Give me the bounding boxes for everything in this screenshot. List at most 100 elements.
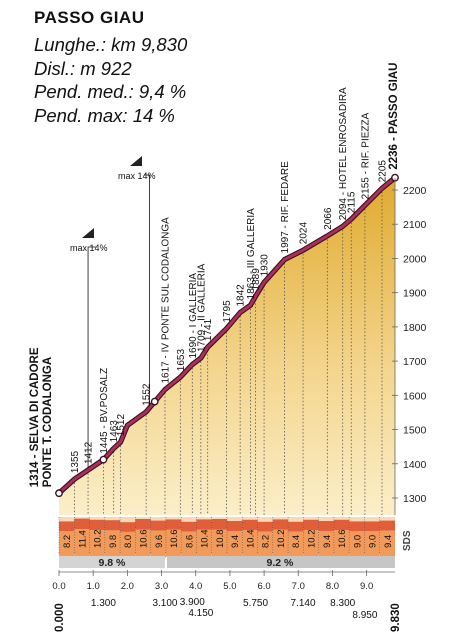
- y-tick-label: 1500: [403, 425, 427, 437]
- gradient-bar-top: [364, 521, 380, 532]
- gradient-bar-top: [150, 520, 166, 531]
- segment-gradient-label: 9.8: [108, 535, 119, 548]
- segment-gradient-label: 10.2: [307, 530, 318, 549]
- elevation-label: 1355: [70, 450, 81, 473]
- gradient-bar-top: [303, 519, 319, 531]
- gradient-bar-top: [135, 519, 151, 530]
- gradient-bar: [257, 531, 273, 559]
- segment-gradient-label: 9.0: [352, 535, 363, 548]
- start-label: 1314 - SELVA DI CADORE: [29, 347, 41, 487]
- segment-gradient-label: 9.4: [383, 535, 394, 548]
- waypoint-marker: [150, 397, 159, 406]
- average-gradient-label: 9.2 %: [267, 557, 295, 569]
- gradient-bar: [104, 530, 121, 558]
- elevation-label: 2024: [299, 222, 310, 245]
- segment-gradient-label: 11.4: [77, 530, 88, 548]
- gradient-bar-top: [349, 521, 365, 532]
- gradient-bar: [349, 531, 365, 559]
- climb-stats: Lunghe.: km 9,830 Disl.: m 922 Pend. med…: [34, 33, 187, 127]
- max-gradient-icon: [82, 228, 94, 238]
- gradient-bar-top: [165, 519, 182, 530]
- segment-gradient-label: 8.4: [291, 535, 302, 548]
- stat-elevation-gain: Disl.: m 922: [34, 57, 132, 79]
- x-tick-label: 2.0: [121, 581, 134, 592]
- elevation-label: 1412: [84, 441, 95, 464]
- segment-gradient-label: 9.4: [322, 535, 333, 548]
- stat-length: Lunghe.: km 9,830: [34, 34, 188, 55]
- x-tick-label: 8.0: [326, 581, 339, 592]
- y-tick-label: 1600: [403, 390, 427, 402]
- segment-gradient-label: 10.6: [169, 530, 180, 549]
- gradient-bar-top: [379, 520, 395, 531]
- average-band-2: [166, 556, 395, 568]
- gradient-bar: [379, 530, 395, 558]
- segment-gradient-label: 9.0: [368, 535, 379, 548]
- gradient-bar: [165, 529, 182, 557]
- x-tick-label: 5.0: [223, 581, 236, 592]
- distance-label: 4.150: [188, 608, 213, 619]
- sds-label: SDS: [402, 530, 413, 551]
- segment-gradient-label: 9.6: [154, 535, 165, 548]
- gradient-bar-top: [288, 521, 304, 532]
- distance-label: 3.100: [152, 598, 177, 609]
- gradient-bar: [74, 529, 90, 557]
- gradient-bar: [364, 531, 380, 559]
- distance-label: 8.300: [330, 598, 355, 609]
- max-gradient-icon: [130, 156, 142, 166]
- x-tick-label: 0.0: [52, 581, 65, 592]
- gradient-bar-top: [257, 521, 273, 532]
- gradient-bar-top: [104, 520, 121, 531]
- header: PASSO GIAU Lunghe.: km 9,830 Disl.: m 92…: [34, 8, 187, 127]
- y-tick-label: 1400: [403, 459, 427, 471]
- stat-average-gradient: Pend. med.: 9,4 %: [34, 81, 187, 102]
- y-tick-label: 1900: [403, 288, 427, 300]
- distance-label: 9.830: [390, 603, 402, 632]
- segment-gradient-label: 10.8: [215, 530, 226, 549]
- gradient-bar-top: [227, 521, 243, 531]
- elevation-label: 1552: [142, 383, 153, 406]
- segment-gradient-label: 8.0: [123, 535, 134, 548]
- gradient-bar: [89, 530, 105, 558]
- elevation-label: 1997 - RIF. FEDARE: [280, 161, 291, 254]
- segment-gradient-label: 10.4: [200, 530, 211, 549]
- gradient-bar: [211, 529, 227, 557]
- gradient-bar-top: [181, 521, 197, 532]
- y-tick-label: 1300: [403, 493, 427, 505]
- gradient-bar-top: [59, 521, 75, 532]
- distance-label: 5.750: [243, 598, 268, 609]
- x-tick-label: 6.0: [257, 581, 270, 592]
- gradient-bar: [272, 529, 289, 557]
- segment-gradient-label: 8.2: [261, 535, 272, 548]
- gradient-bar: [318, 531, 334, 558]
- elevation-label: 1653: [176, 349, 187, 372]
- y-tick-label: 2000: [403, 253, 427, 265]
- gradient-bar: [227, 531, 243, 558]
- gradient-bar-top: [272, 519, 289, 530]
- max-gradient-pointer: [87, 246, 96, 468]
- gradient-bar-top: [196, 519, 212, 530]
- elevation-label: 2094 - HOTEL ENROSADIRA: [338, 87, 349, 220]
- y-tick-label: 2100: [403, 219, 427, 231]
- start-sublabel: PONTE T. CODALONGA: [42, 357, 54, 487]
- gradient-bar-top: [242, 519, 258, 531]
- segment-gradient-label: 8.6: [184, 535, 195, 548]
- climb-title: PASSO GIAU: [34, 8, 145, 27]
- elevation-label: 1690 - I GALLERIA: [188, 273, 199, 359]
- endpoint-marker: [55, 489, 63, 498]
- gradient-bar-top: [211, 519, 227, 530]
- elevation-label: 1863 - III GALLERIA: [246, 208, 257, 299]
- distance-label: 3.900: [180, 597, 205, 608]
- max-gradient-label: max 14%: [70, 243, 108, 253]
- gradient-bar: [59, 531, 75, 559]
- segment-gradient-label: 9.4: [230, 535, 241, 548]
- end-label: 2236 - PASSO GIAU: [388, 63, 400, 170]
- x-tick-label: 4.0: [189, 581, 202, 592]
- gradient-bar: [288, 531, 304, 559]
- elevation-label: 1889: [251, 268, 262, 291]
- x-tick-label: 1.0: [87, 581, 100, 592]
- elevation-label: 1741: [203, 318, 214, 341]
- y-tick-label: 2200: [403, 185, 427, 197]
- segment-gradient-label: 10.2: [276, 530, 287, 549]
- gradient-bar: [120, 531, 136, 559]
- elevation-label: 1842: [236, 284, 247, 307]
